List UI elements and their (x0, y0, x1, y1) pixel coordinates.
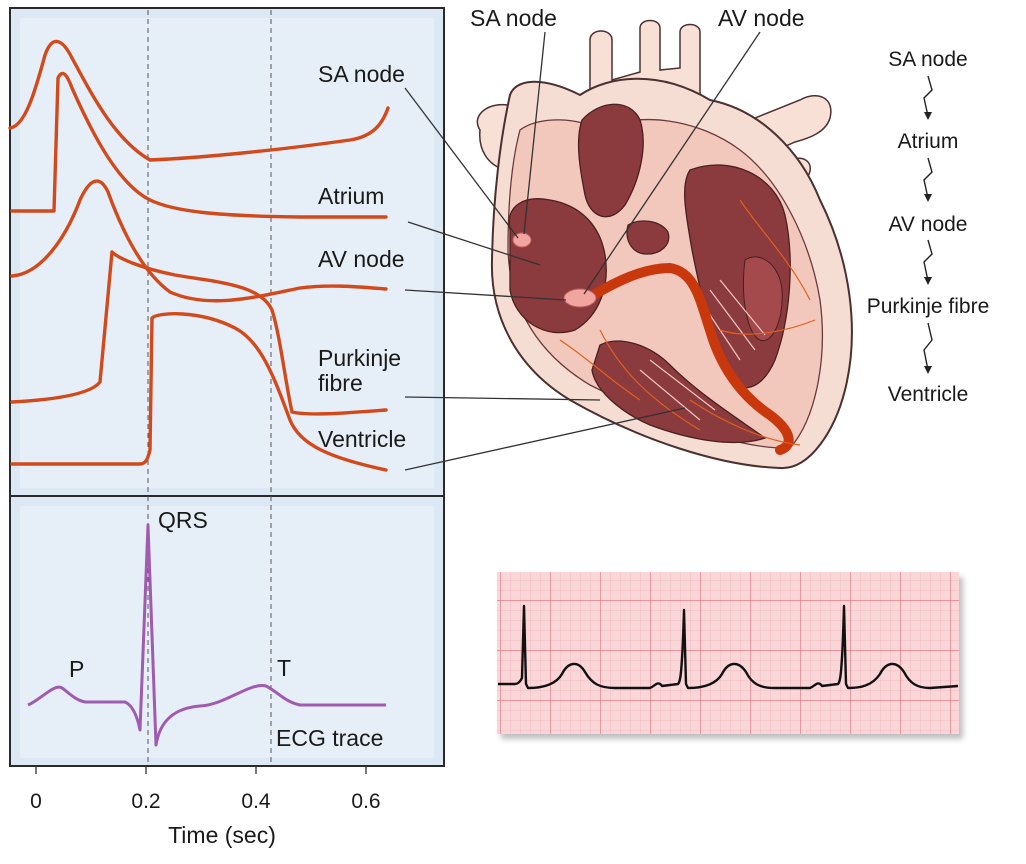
sequence-step-av-node: AV node (888, 213, 967, 236)
conduction-pathway (580, 262, 794, 455)
ecg-strip-trace (498, 604, 959, 690)
heart-label-sa-node: SA node (470, 5, 557, 31)
label-fibre: fibre (318, 370, 363, 396)
label-av-node: AV node (318, 246, 405, 272)
av-node-trace (10, 179, 388, 303)
heart-label-av-node: AV node (718, 5, 805, 31)
heart-illustration (476, 19, 853, 470)
ecg-trace-label: ECG trace (276, 725, 383, 751)
ecg-trace (27, 523, 386, 747)
sequence-step-ventricle: Ventricle (888, 383, 969, 406)
tick-0-4: 0.4 (241, 790, 271, 813)
sa-node-trace (8, 39, 390, 162)
sequence-step-purkinje: Purkinje fibre (867, 295, 990, 318)
ecg-strip (497, 572, 959, 734)
purkinje-fibre-trace (10, 250, 388, 416)
zigzag-arrow-4 (923, 322, 933, 371)
ventricle-trace (10, 312, 388, 472)
label-purkinje: Purkinje (318, 345, 401, 371)
tick-0: 0 (30, 790, 42, 813)
av-node-spot (563, 288, 597, 308)
label-atrium: Atrium (318, 183, 384, 209)
label-ventricle: Ventricle (318, 426, 406, 452)
tick-0-6: 0.6 (351, 790, 380, 813)
ecg-panel (9, 495, 445, 767)
zigzag-arrow-3 (923, 239, 933, 282)
ecg-label-qrs: QRS (158, 507, 208, 533)
conduction-sequence: SA node Atrium AV node Purkinje fibre Ve… (867, 48, 990, 406)
tick-0-2: 0.2 (131, 790, 160, 813)
atrium-trace (10, 71, 388, 219)
ecg-label-t: T (277, 655, 291, 681)
sequence-step-sa-node: SA node (888, 48, 967, 71)
left-atrium (577, 103, 644, 218)
x-axis-title: Time (sec) (168, 822, 276, 848)
action-potential-traces (8, 39, 390, 472)
ecg-label-p: P (69, 656, 84, 682)
sequence-step-atrium: Atrium (898, 130, 959, 153)
right-ventricle (591, 340, 767, 444)
leader-lines (404, 31, 761, 471)
action-potential-panel (9, 7, 445, 497)
zigzag-arrow-1 (923, 75, 933, 117)
time-axis: 0 0.2 0.4 0.6 Time (sec) (30, 766, 381, 848)
zigzag-arrow-2 (923, 157, 933, 199)
label-sa-node: SA node (318, 61, 405, 87)
